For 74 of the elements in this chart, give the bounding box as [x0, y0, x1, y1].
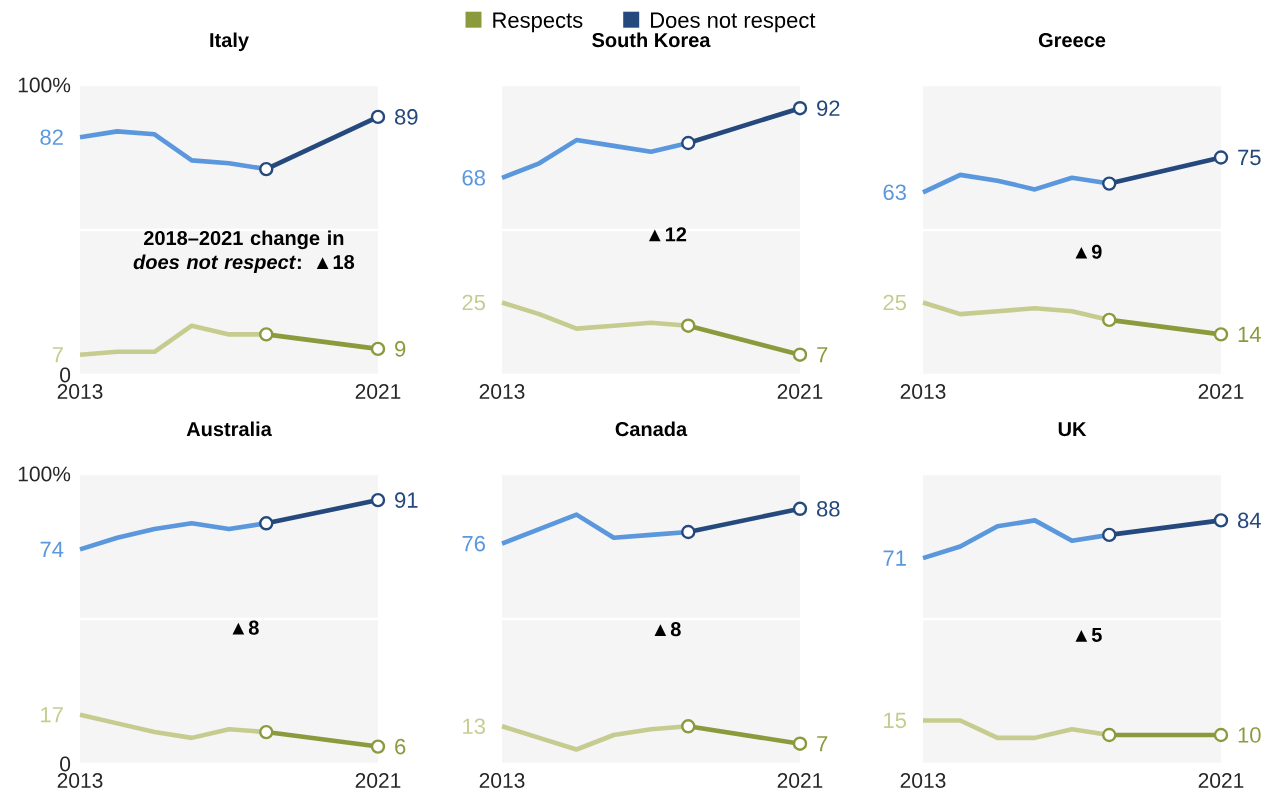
point	[681, 135, 696, 151]
data-label: 88	[817, 501, 840, 517]
point	[370, 739, 386, 754]
point	[681, 318, 696, 333]
annotation: ▲5	[1075, 627, 1102, 642]
annotation: ▲12	[648, 227, 687, 242]
chart-title: Australia	[186, 421, 272, 437]
point	[792, 100, 808, 116]
point	[1213, 150, 1229, 165]
chart-title: Italy	[210, 32, 249, 52]
x-tick-label: 2013	[57, 384, 103, 399]
x-tick-label: 2021	[355, 384, 401, 399]
x-tick-label: 2021	[355, 773, 401, 788]
annotation: ▲8	[232, 620, 259, 635]
data-label: 92	[817, 100, 840, 116]
point	[1102, 312, 1117, 328]
point	[259, 724, 274, 740]
data-label: 76	[462, 535, 485, 552]
point	[1213, 327, 1229, 342]
data-label: 89	[395, 109, 418, 125]
point	[259, 516, 274, 531]
data-label: 91	[395, 492, 418, 508]
data-label: 74	[40, 541, 64, 557]
x-tick-label: 2021	[1198, 384, 1244, 399]
data-label: 63	[883, 184, 906, 201]
x-tick-label: 2013	[900, 384, 946, 399]
legend-label: Does not respect	[651, 12, 816, 33]
point	[1102, 176, 1117, 191]
x-tick-label: 2013	[479, 384, 525, 399]
data-label: 9	[395, 341, 406, 357]
data-label: 82	[40, 129, 63, 145]
annotation: 2018–2021 change in does not respect: ▲18	[133, 230, 355, 274]
legend-label: Respects	[493, 12, 583, 33]
point	[792, 736, 808, 751]
data-label: 7	[817, 736, 828, 752]
data-label: 75	[1238, 149, 1261, 166]
data-label: 17	[41, 707, 63, 723]
x-tick-label: 2013	[479, 773, 525, 788]
data-label: 71	[883, 550, 906, 566]
x-tick-label: 2013	[900, 773, 946, 788]
y-tick-label: 100%	[18, 466, 71, 482]
point	[370, 109, 386, 125]
data-label: 68	[462, 170, 485, 186]
chart-title: UK	[1058, 422, 1087, 437]
data-label: 6	[395, 738, 406, 755]
y-tick-label: 0	[60, 367, 71, 383]
data-label: 7	[52, 347, 63, 363]
chart-title: Canada	[615, 421, 688, 437]
data-label: 7	[817, 347, 828, 363]
y-tick-label: 100%	[18, 77, 71, 93]
point	[370, 341, 386, 357]
data-label: 15	[884, 712, 906, 729]
x-tick-label: 2013	[57, 773, 103, 788]
annotation: ▲8	[654, 622, 681, 637]
data-label: 10	[1238, 727, 1261, 743]
data-label: 25	[883, 294, 906, 311]
data-label: 25	[462, 294, 485, 311]
point	[792, 347, 808, 362]
x-tick-label: 2021	[1198, 773, 1244, 788]
x-tick-label: 2021	[777, 773, 823, 788]
point	[681, 524, 696, 540]
data-label: 84	[1238, 512, 1261, 529]
chart-title: South Korea	[592, 32, 711, 48]
point	[370, 492, 386, 508]
point	[259, 327, 274, 342]
point	[681, 719, 696, 734]
point	[259, 161, 274, 177]
point	[792, 501, 808, 516]
data-label: 13	[463, 718, 485, 735]
y-tick-label: 0	[60, 756, 71, 772]
annotation: ▲9	[1075, 244, 1102, 259]
x-tick-label: 2021	[777, 384, 823, 399]
data-label: 14	[1238, 326, 1261, 342]
chart-title: Greece	[1038, 33, 1106, 48]
